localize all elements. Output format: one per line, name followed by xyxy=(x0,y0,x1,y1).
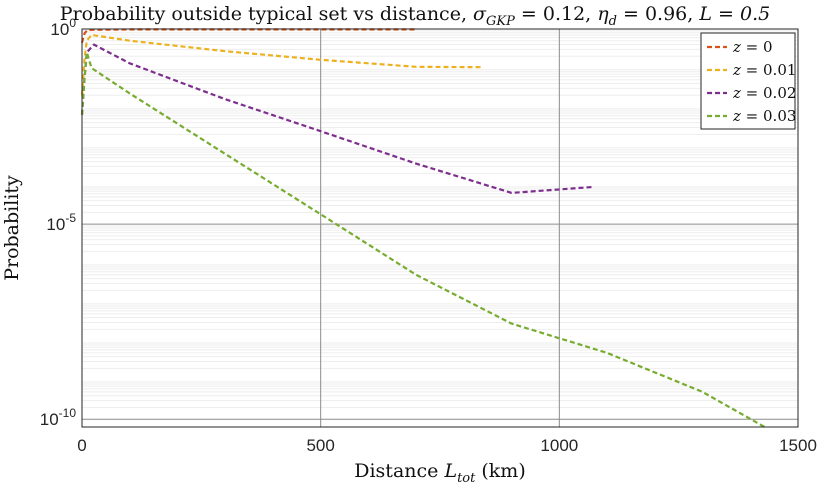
x-tick-label: 0 xyxy=(77,436,86,455)
legend-label-2: z = 0.02 xyxy=(732,84,796,102)
legend-label-0: z = 0 xyxy=(732,38,773,56)
legend-label-1: z = 0.01 xyxy=(732,61,796,79)
chart-title: Probability outside typical set vs dista… xyxy=(60,3,770,29)
legend: z = 0 z = 0.01 z = 0.02 z = 0.03 xyxy=(700,32,796,130)
series-line-3 xyxy=(80,51,766,428)
y-axis-label: Probability xyxy=(1,175,23,281)
x-tick-label: 1000 xyxy=(540,436,578,455)
svg-text:Probability outside typical se: Probability outside typical set vs dista… xyxy=(60,3,770,29)
legend-box xyxy=(700,32,796,130)
x-axis-label: Distance Ltot (km) xyxy=(354,460,526,486)
plot-frame xyxy=(81,28,799,428)
y-tick-labels: 100 10-5 10-10 xyxy=(40,16,77,429)
y-tick-label: 10-10 xyxy=(40,406,77,429)
svg-text:Distance Ltot (km): Distance Ltot (km) xyxy=(354,460,526,486)
series-line-0 xyxy=(80,28,417,43)
y-tick-label: 10-5 xyxy=(46,211,76,234)
series-line-1 xyxy=(80,33,484,96)
x-tick-labels: 0 500 1000 1500 xyxy=(77,436,817,455)
x-tick-label: 500 xyxy=(306,436,334,455)
legend-label-3: z = 0.03 xyxy=(732,107,796,125)
series-lines xyxy=(80,28,766,428)
x-tick-label: 1500 xyxy=(779,436,817,455)
y-tick-label: 100 xyxy=(50,16,76,39)
